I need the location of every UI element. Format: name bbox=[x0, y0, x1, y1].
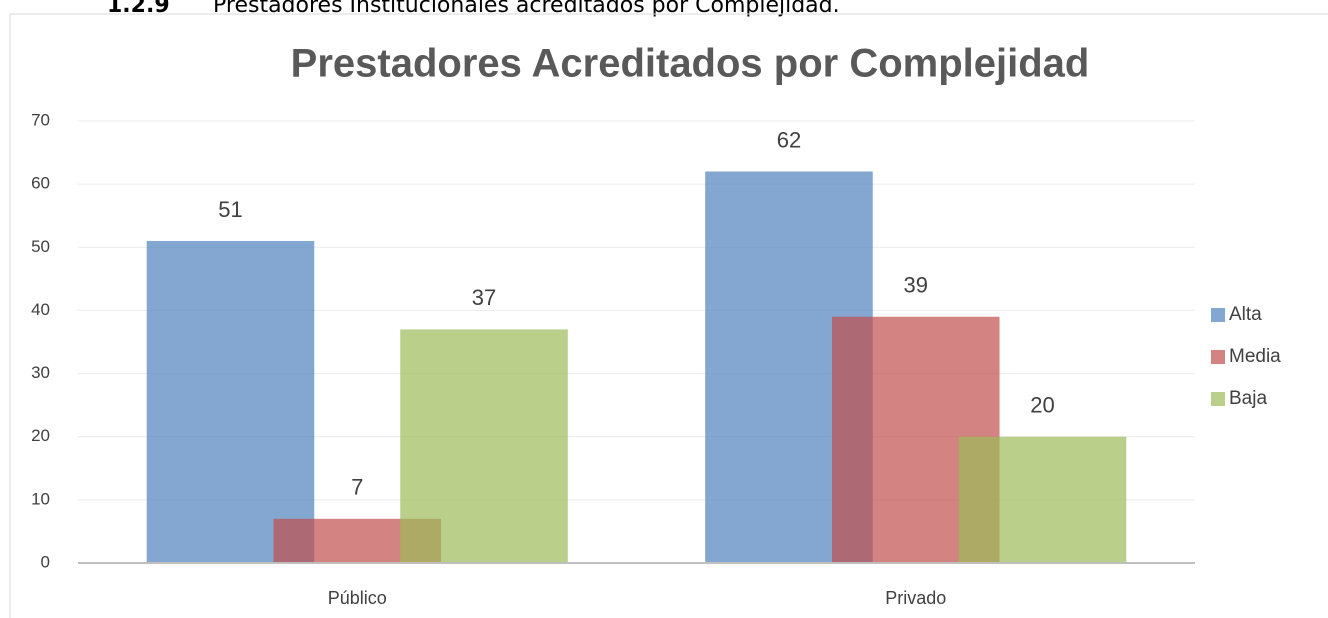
legend-label: Baja bbox=[1229, 388, 1267, 409]
chart-border bbox=[9, 13, 1328, 618]
data-label: 20 bbox=[1030, 393, 1054, 418]
legend-swatch bbox=[1211, 308, 1225, 322]
bar bbox=[958, 436, 1127, 563]
data-label: 7 bbox=[351, 475, 363, 500]
x-tick-label: Privado bbox=[885, 588, 946, 608]
legend-label: Media bbox=[1229, 346, 1281, 367]
data-label: 51 bbox=[218, 197, 242, 222]
y-tick-label: 50 bbox=[31, 237, 50, 256]
y-tick-label: 10 bbox=[31, 489, 50, 508]
legend-swatch bbox=[1211, 392, 1225, 406]
heading-text: Prestadores Institucionales acreditados … bbox=[213, 0, 840, 18]
legend-swatch bbox=[1211, 350, 1225, 364]
y-tick-label: 0 bbox=[41, 552, 50, 571]
chart-title: Prestadores Acreditados por Complejidad bbox=[291, 42, 1090, 86]
data-label: 62 bbox=[777, 127, 801, 152]
legend-label: Alta bbox=[1229, 304, 1262, 325]
bar bbox=[400, 329, 568, 563]
y-tick-label: 20 bbox=[31, 426, 50, 445]
data-label: 37 bbox=[472, 285, 496, 310]
heading-number: 1.2.9 bbox=[107, 0, 170, 18]
y-tick-label: 60 bbox=[31, 174, 50, 193]
y-tick-label: 40 bbox=[31, 300, 50, 319]
data-label: 39 bbox=[904, 273, 928, 298]
y-tick-label: 30 bbox=[31, 363, 50, 382]
x-tick-label: Público bbox=[328, 588, 387, 608]
bar bbox=[146, 240, 315, 563]
y-tick-label: 70 bbox=[31, 110, 50, 129]
